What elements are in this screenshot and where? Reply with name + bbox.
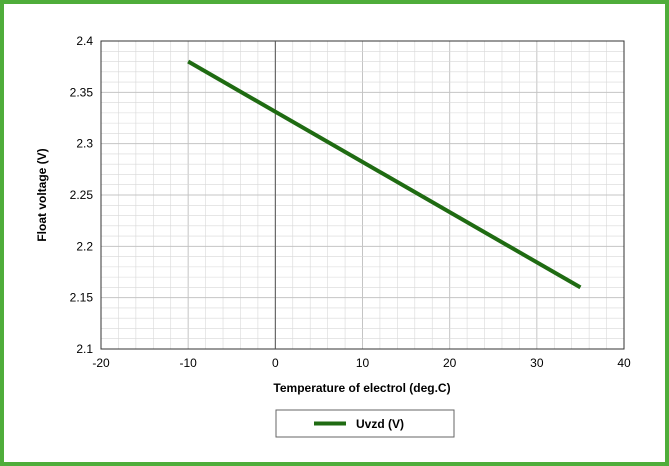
y-tick-label: 2.2	[76, 239, 93, 253]
y-tick-label: 2.3	[76, 137, 93, 151]
x-tick-label: 40	[617, 356, 631, 370]
x-axis-label: Temperature of electrol (deg.C)	[273, 381, 450, 395]
series-line-uvzd	[187, 59, 582, 290]
y-tick-label: 2.25	[70, 188, 94, 202]
y-tick-labels: 2.1 2.15 2.2 2.25 2.3 2.35 2.4	[70, 34, 94, 356]
x-tick-label: 0	[272, 356, 279, 370]
legend-box	[275, 409, 455, 438]
x-tick-label: -10	[179, 356, 197, 370]
x-tick-label: 30	[530, 356, 544, 370]
y-tick-label: 2.15	[70, 291, 94, 305]
y-tick-label: 2.35	[70, 85, 94, 99]
grid	[100, 40, 625, 350]
y-tick-label: 2.1	[76, 342, 93, 356]
x-tick-label: 20	[443, 356, 457, 370]
x-tick-label: -20	[92, 356, 110, 370]
legend-label-uvzd: Uvzd (V)	[356, 417, 404, 431]
x-tick-labels: -20 -10 0 10 20 30 40	[92, 356, 631, 370]
y-axis-label: Float voltage (V)	[35, 148, 49, 241]
x-tick-label: 10	[356, 356, 370, 370]
plot-area	[100, 40, 625, 350]
series-layer	[187, 59, 582, 290]
legend: Uvzd (V)	[275, 409, 455, 438]
y-tick-label: 2.4	[76, 34, 93, 48]
